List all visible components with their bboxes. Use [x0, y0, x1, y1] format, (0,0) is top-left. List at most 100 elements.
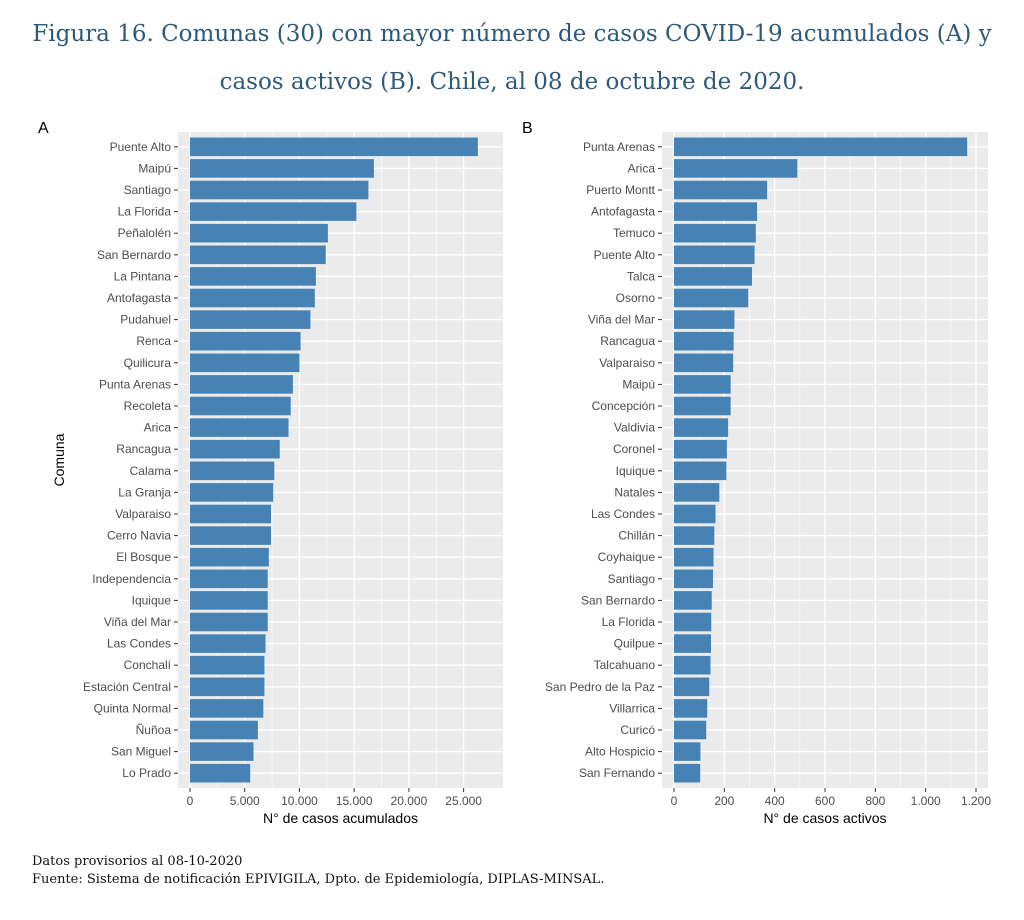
- bar-san-fernando: [674, 763, 701, 783]
- bar-antofagasta: [190, 288, 315, 308]
- bar-concepción: [674, 396, 731, 416]
- y-axis-title: Comuna: [51, 433, 67, 486]
- category-label: San Miguel: [111, 745, 171, 759]
- category-label: Independencia: [92, 572, 171, 586]
- bar-villarrica: [674, 699, 708, 718]
- bar-rancagua: [190, 439, 280, 459]
- category-label: Puerto Montt: [586, 183, 655, 197]
- category-label: Chillán: [618, 529, 655, 543]
- category-label: Iquique: [616, 464, 656, 478]
- bar-valdivia: [674, 418, 729, 437]
- bar-renca: [190, 331, 301, 351]
- figure-title-line2: casos activos (B). Chile, al 08 de octub…: [219, 69, 805, 95]
- bar-santiago: [674, 569, 714, 589]
- category-label: Alto Hospicio: [585, 745, 655, 759]
- category-label: La Florida: [602, 615, 656, 629]
- x-tick-label: 800: [865, 794, 885, 808]
- bar-iquique: [190, 591, 268, 610]
- bar-arica: [674, 159, 798, 178]
- category-label: Lo Prado: [122, 766, 171, 780]
- x-tick-label: 400: [765, 794, 785, 808]
- category-label: La Florida: [118, 205, 172, 219]
- category-label: Pudahuel: [120, 313, 171, 327]
- category-label: Recoleta: [124, 399, 172, 413]
- bar-la-florida: [674, 612, 712, 632]
- category-label: San Pedro de la Paz: [545, 680, 655, 694]
- category-label: El Bosque: [116, 550, 171, 564]
- bar-el-bosque: [190, 547, 269, 567]
- category-label: Las Condes: [591, 507, 655, 521]
- bar-temuco: [674, 223, 756, 243]
- category-label: Ñuñoa: [136, 723, 172, 737]
- category-label: Santiago: [124, 183, 172, 197]
- bar-las-condes: [674, 504, 716, 524]
- category-label: Quilicura: [124, 356, 172, 370]
- category-label: Estación Central: [83, 680, 171, 694]
- x-axis-title: N° de casos activos: [763, 810, 886, 826]
- category-label: Arica: [628, 161, 656, 175]
- category-label: Villarrica: [609, 701, 655, 715]
- category-label: Viña del Mar: [588, 313, 655, 327]
- bar-coronel: [674, 439, 727, 459]
- category-label: San Fernando: [579, 766, 655, 780]
- x-tick-label: 25.000: [445, 794, 482, 808]
- bar-punta-arenas: [674, 137, 968, 157]
- bar-calama: [190, 461, 275, 481]
- bar-quilpue: [674, 634, 711, 653]
- category-label: Valdivia: [614, 421, 655, 435]
- category-label: Maipú: [622, 377, 655, 391]
- bar-rancagua: [674, 331, 734, 351]
- category-label: Punta Arenas: [583, 140, 655, 154]
- category-label: Punta Arenas: [99, 377, 171, 391]
- bar-natales: [674, 483, 720, 502]
- bar-conchalí: [190, 655, 265, 675]
- bar-puente-alto: [674, 245, 755, 265]
- bar-curicó: [674, 720, 707, 740]
- bar-coyhaique: [674, 547, 714, 567]
- bar-santiago: [190, 180, 369, 200]
- category-label: Quilpue: [614, 637, 656, 651]
- bar-talcahuano: [674, 655, 711, 675]
- category-label: Antofagasta: [107, 291, 171, 305]
- category-label: Coronel: [613, 442, 655, 456]
- category-label: Talcahuano: [594, 658, 656, 672]
- bar-san-pedro-de-la-paz: [674, 677, 710, 697]
- bar-arica: [190, 418, 289, 437]
- bar-puente-alto: [190, 137, 478, 157]
- category-label: La Pintana: [114, 269, 172, 283]
- x-tick-label: 1.200: [961, 794, 991, 808]
- category-label: Rancagua: [600, 334, 655, 348]
- bar-maipú: [190, 159, 374, 178]
- category-label: Osorno: [616, 291, 656, 305]
- x-tick-label: 5.000: [230, 794, 260, 808]
- bar-valparaiso: [190, 504, 271, 524]
- category-label: Curicó: [620, 723, 655, 737]
- bar-osorno: [674, 288, 749, 308]
- bar-recoleta: [190, 396, 291, 416]
- bar-peñalolén: [190, 223, 328, 243]
- category-label: Renca: [136, 334, 171, 348]
- category-label: Conchalí: [124, 658, 172, 672]
- x-tick-label: 10.000: [281, 794, 318, 808]
- bar-independencia: [190, 569, 268, 589]
- category-label: Talca: [627, 269, 655, 283]
- category-label: Maipú: [138, 161, 171, 175]
- bar-cerro-navia: [190, 526, 271, 545]
- figure-footer: Datos provisorios al 08-10-2020 Fuente: …: [32, 853, 604, 889]
- bar-antofagasta: [674, 202, 758, 221]
- footer-note: Datos provisorios al 08-10-2020: [32, 854, 243, 869]
- category-label: Quinta Normal: [94, 701, 171, 715]
- bar-san-bernardo: [674, 591, 712, 610]
- category-label: San Bernardo: [97, 248, 171, 262]
- category-label: Santiago: [608, 572, 656, 586]
- chart-panel-b: 0 200 400 600 800 1.000 1.200 Punta Arenas Arica…: [522, 120, 991, 826]
- category-label: Arica: [144, 421, 172, 435]
- figure-title-line1: Figura 16. Comunas (30) con mayor número…: [32, 21, 992, 47]
- category-label: Puente Alto: [594, 248, 656, 262]
- bar-las-condes: [190, 634, 266, 653]
- category-label: Concepción: [592, 399, 655, 413]
- x-tick-label: 0: [187, 794, 194, 808]
- category-label: Peñalolén: [118, 226, 171, 240]
- figure-title: Figura 16. Comunas (30) con mayor número…: [0, 10, 1024, 106]
